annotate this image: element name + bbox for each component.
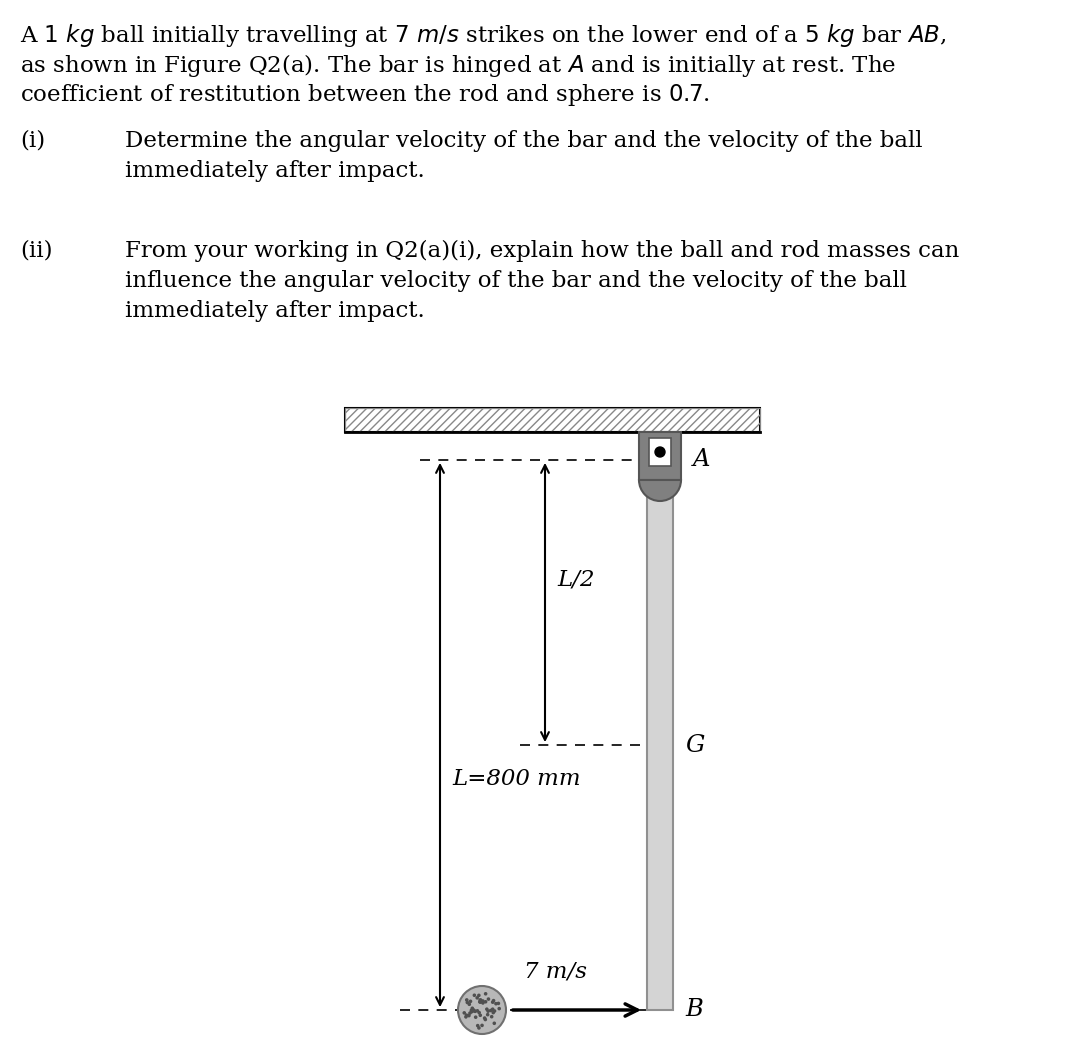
Circle shape bbox=[496, 1002, 501, 1006]
Text: Determine the angular velocity of the bar and the velocity of the ball: Determine the angular velocity of the ba… bbox=[125, 130, 923, 152]
Circle shape bbox=[474, 1015, 477, 1019]
Circle shape bbox=[483, 1018, 487, 1021]
Circle shape bbox=[479, 1000, 482, 1004]
Circle shape bbox=[479, 998, 482, 1002]
Circle shape bbox=[486, 1013, 490, 1016]
Circle shape bbox=[483, 1000, 488, 1004]
Circle shape bbox=[477, 993, 480, 997]
Text: From your working in Q2(a)(i), explain how the ball and rod masses can: From your working in Q2(a)(i), explain h… bbox=[125, 240, 959, 262]
Circle shape bbox=[490, 1015, 493, 1018]
Circle shape bbox=[465, 998, 468, 1002]
Text: A $\mathit{1\ kg}$ ball initially travelling at $\mathit{7\ m/s}$ strikes on the: A $\mathit{1\ kg}$ ball initially travel… bbox=[20, 22, 947, 49]
Circle shape bbox=[478, 1014, 482, 1017]
Circle shape bbox=[462, 1011, 466, 1015]
Circle shape bbox=[492, 1021, 496, 1025]
Bar bbox=[345, 408, 760, 432]
Circle shape bbox=[470, 1009, 473, 1012]
Circle shape bbox=[475, 996, 479, 999]
Text: (i): (i) bbox=[20, 130, 45, 152]
Circle shape bbox=[473, 993, 476, 997]
Circle shape bbox=[478, 998, 482, 1002]
Circle shape bbox=[485, 1008, 489, 1011]
Circle shape bbox=[487, 997, 490, 1000]
Bar bbox=[345, 408, 760, 432]
Circle shape bbox=[472, 1009, 476, 1013]
Text: 7 m/s: 7 m/s bbox=[524, 961, 587, 983]
Circle shape bbox=[470, 1010, 474, 1014]
Circle shape bbox=[480, 1023, 483, 1028]
Text: G: G bbox=[685, 733, 704, 756]
Circle shape bbox=[474, 1010, 477, 1013]
Circle shape bbox=[472, 1008, 476, 1012]
Circle shape bbox=[476, 1023, 479, 1028]
Wedge shape bbox=[639, 480, 681, 501]
Circle shape bbox=[458, 986, 506, 1034]
Circle shape bbox=[491, 1000, 494, 1004]
Circle shape bbox=[477, 1011, 481, 1014]
Text: L/2: L/2 bbox=[557, 569, 595, 591]
Circle shape bbox=[467, 1003, 471, 1006]
Circle shape bbox=[491, 1008, 494, 1011]
Circle shape bbox=[492, 998, 495, 1003]
Circle shape bbox=[478, 1000, 481, 1004]
Circle shape bbox=[465, 1000, 470, 1005]
Circle shape bbox=[464, 1013, 468, 1017]
Bar bbox=[649, 438, 671, 466]
Circle shape bbox=[491, 1011, 495, 1014]
Circle shape bbox=[476, 1009, 479, 1013]
Circle shape bbox=[467, 1014, 471, 1017]
Text: L=800 mm: L=800 mm bbox=[452, 768, 581, 790]
Text: as shown in Figure Q2(a). The bar is hinged at $\mathit{A}$ and is initially at : as shown in Figure Q2(a). The bar is hin… bbox=[20, 52, 896, 79]
Text: coefficient of restitution between the rod and sphere is $\mathit{0.7}$.: coefficient of restitution between the r… bbox=[20, 82, 710, 108]
Text: (ii): (ii) bbox=[20, 240, 53, 262]
Text: B: B bbox=[685, 998, 703, 1021]
Circle shape bbox=[493, 1009, 496, 1013]
Circle shape bbox=[489, 1009, 492, 1012]
Circle shape bbox=[494, 1002, 497, 1006]
Circle shape bbox=[487, 1010, 490, 1013]
Circle shape bbox=[481, 1002, 485, 1005]
Text: A: A bbox=[693, 448, 711, 471]
Circle shape bbox=[483, 992, 488, 995]
Circle shape bbox=[655, 447, 665, 457]
Circle shape bbox=[468, 1011, 472, 1015]
Circle shape bbox=[468, 999, 473, 1004]
Text: immediately after impact.: immediately after impact. bbox=[125, 300, 425, 322]
Bar bbox=[639, 432, 681, 480]
Circle shape bbox=[471, 1007, 474, 1010]
Bar bbox=[647, 480, 673, 1010]
Circle shape bbox=[482, 1016, 487, 1020]
Text: immediately after impact.: immediately after impact. bbox=[125, 160, 425, 182]
Circle shape bbox=[481, 999, 485, 1003]
Circle shape bbox=[477, 1026, 480, 1030]
Circle shape bbox=[464, 1015, 467, 1019]
Text: influence the angular velocity of the bar and the velocity of the ball: influence the angular velocity of the ba… bbox=[125, 270, 907, 292]
Circle shape bbox=[497, 1007, 501, 1011]
